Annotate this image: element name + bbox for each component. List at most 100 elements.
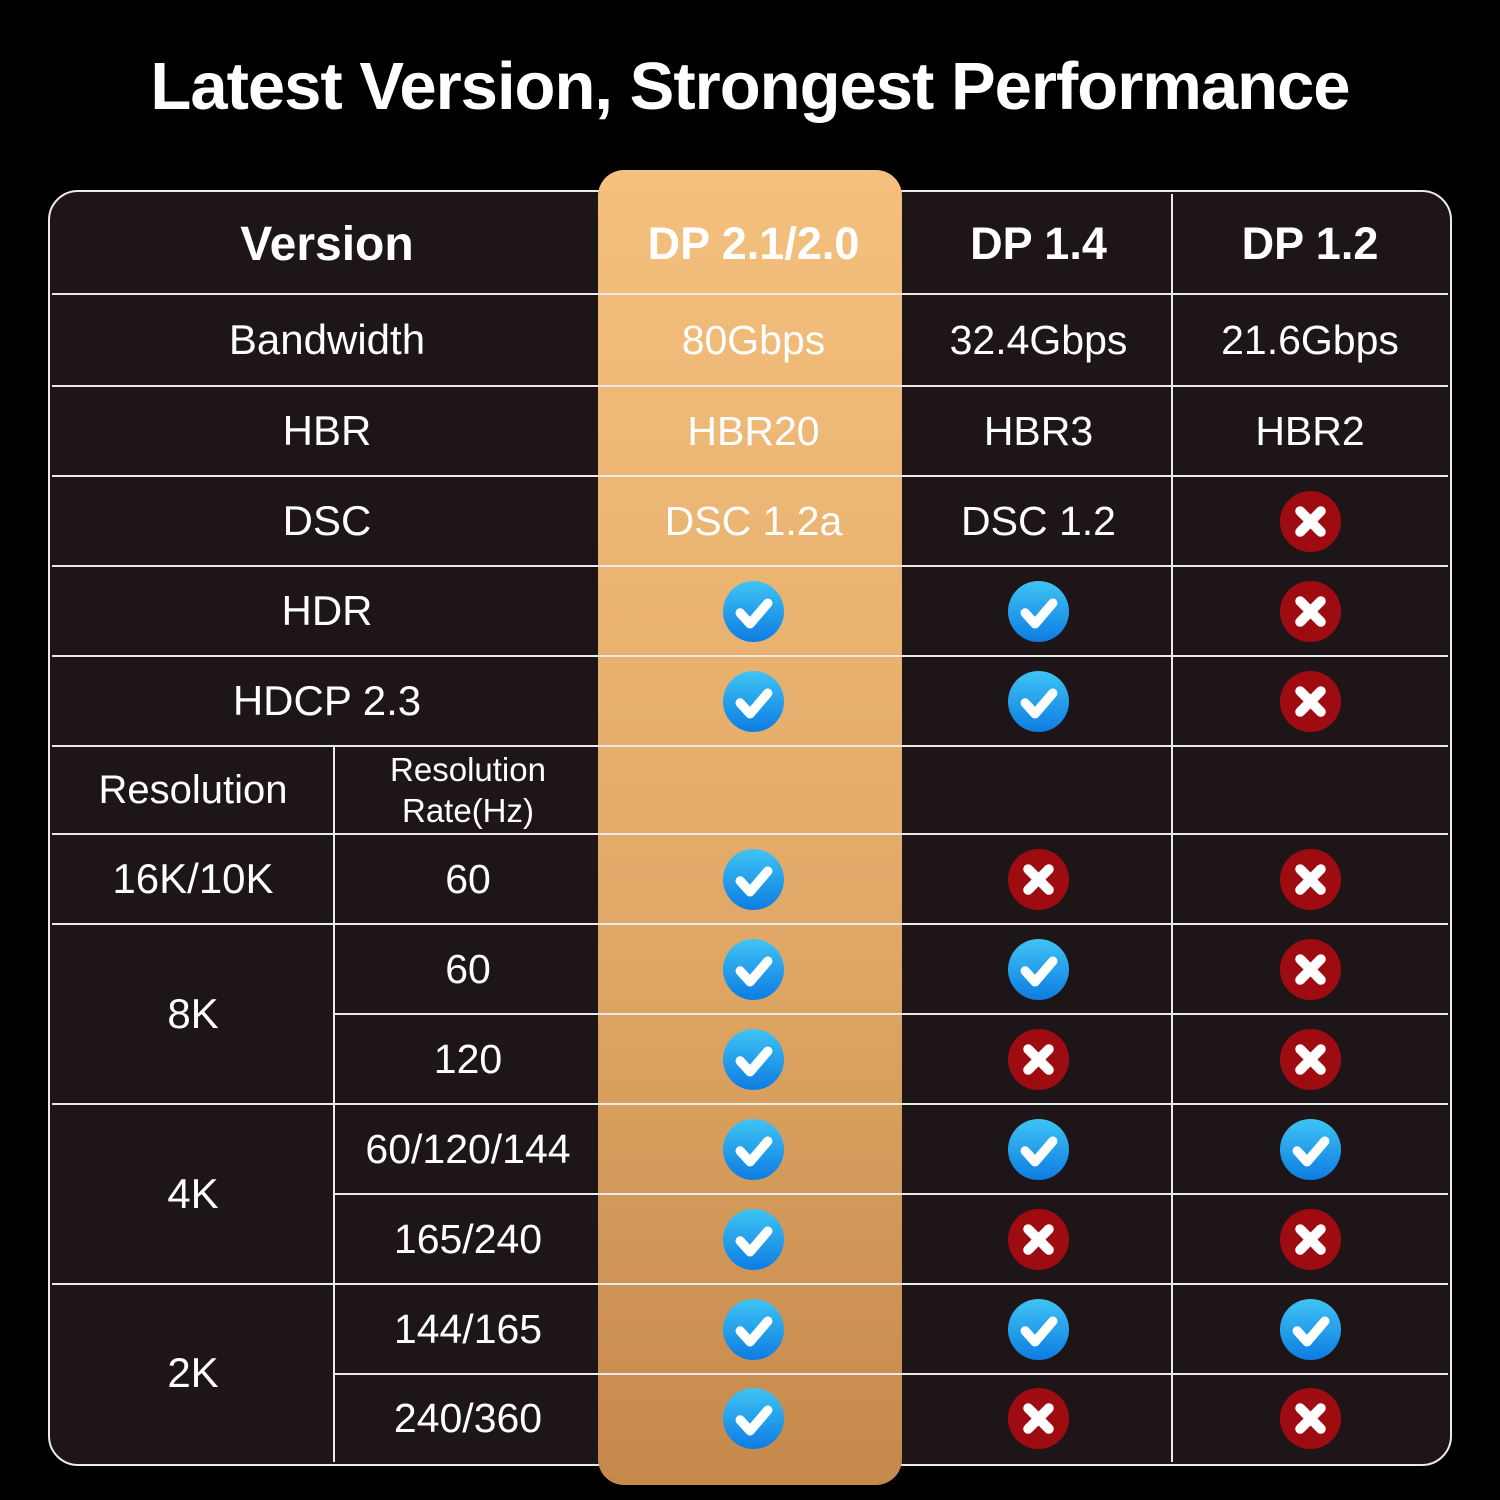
spec-row-label: HBR bbox=[52, 386, 602, 476]
resolution-value-cell bbox=[602, 1104, 905, 1194]
grid-line bbox=[52, 833, 1448, 835]
resolution-rate-text: 165/240 bbox=[393, 1215, 543, 1262]
spec-value-cell: 80Gbps bbox=[602, 294, 905, 386]
resolution-value-cell bbox=[1172, 834, 1448, 924]
cross-icon bbox=[1007, 848, 1070, 910]
resolution-value-cell bbox=[905, 834, 1172, 924]
check-icon bbox=[1279, 1298, 1341, 1360]
resolution-group-cell: 4K bbox=[52, 1104, 334, 1284]
check-icon bbox=[1007, 938, 1070, 1000]
column-header-cell-dp-1-4: DP 1.4 bbox=[905, 194, 1172, 294]
resolution-value-cell bbox=[602, 1284, 905, 1374]
resolution-rate-cell: 60/120/144 bbox=[334, 1104, 602, 1194]
column-header-label: DP 2.1/2.0 bbox=[647, 218, 860, 269]
cross-icon bbox=[1279, 580, 1341, 642]
column-header-label: DP 1.4 bbox=[970, 218, 1107, 269]
cross-icon bbox=[1007, 1387, 1070, 1449]
spec-value-cell: HBR20 bbox=[602, 386, 905, 476]
resolution-value-cell bbox=[602, 1374, 905, 1462]
resolution-value-cell bbox=[905, 1284, 1172, 1374]
resolution-group-cell: 2K bbox=[52, 1284, 334, 1462]
resolution-rate-cell: 240/360 bbox=[334, 1374, 602, 1462]
cross-icon bbox=[1279, 1208, 1341, 1270]
check-icon bbox=[1007, 1298, 1070, 1360]
cross-icon bbox=[1279, 670, 1341, 732]
grid-line bbox=[52, 475, 1448, 477]
resolution-value-cell bbox=[1172, 1014, 1448, 1104]
check-icon bbox=[722, 670, 785, 732]
spec-row-label: HDR bbox=[52, 566, 602, 656]
resolution-rate-cell: 144/165 bbox=[334, 1284, 602, 1374]
grid-line bbox=[334, 1193, 1448, 1195]
spec-value-cell bbox=[1172, 656, 1448, 746]
spec-row-label-text: HDR bbox=[281, 587, 373, 634]
resolution-group-label: 16K/10K bbox=[112, 855, 274, 902]
version-header-cell: Version bbox=[52, 194, 602, 294]
spec-row-label-text: DSC bbox=[282, 497, 372, 544]
spec-value-cell-text: DSC 1.2 bbox=[961, 497, 1116, 544]
cross-icon bbox=[1279, 938, 1341, 1000]
spec-value-cell bbox=[905, 566, 1172, 656]
spec-value-cell: 21.6Gbps bbox=[1172, 294, 1448, 386]
resolution-rate-cell: 60 bbox=[334, 834, 602, 924]
resolution-rate-text: 60/120/144 bbox=[365, 1125, 571, 1172]
page-title: Latest Version, Strongest Performance bbox=[150, 49, 1350, 124]
resolution-header-label: Resolution bbox=[98, 767, 288, 812]
resolution-value-cell bbox=[602, 924, 905, 1014]
comparison-table: Version DP 2.1/2.0 DP 1.4 DP 1.2 Bandwidth 80… bbox=[48, 190, 1452, 1466]
check-icon bbox=[722, 848, 785, 910]
spec-row-label: HDCP 2.3 bbox=[52, 656, 602, 746]
spec-value-cell-text: HBR3 bbox=[983, 407, 1094, 454]
cross-icon bbox=[1007, 1028, 1070, 1090]
grid-line bbox=[334, 1013, 1448, 1015]
resolution-rate-header-label: Resolution Rate(Hz) bbox=[390, 750, 546, 829]
spec-value-cell-text: 32.4Gbps bbox=[949, 316, 1128, 363]
cross-icon bbox=[1279, 1028, 1341, 1090]
grid-line bbox=[52, 293, 1448, 295]
spec-value-cell: 32.4Gbps bbox=[905, 294, 1172, 386]
spec-value-cell bbox=[1172, 566, 1448, 656]
resolution-rate-text: 60 bbox=[445, 945, 491, 992]
grid-line bbox=[334, 1373, 1448, 1375]
spec-value-cell: HBR3 bbox=[905, 386, 1172, 476]
resolution-group-label: 4K bbox=[167, 1170, 219, 1217]
spec-value-cell bbox=[1172, 476, 1448, 566]
check-icon bbox=[722, 1298, 785, 1360]
resolution-value-cell bbox=[1172, 924, 1448, 1014]
resolution-header-cell: Resolution bbox=[52, 746, 334, 834]
table-grid: Version DP 2.1/2.0 DP 1.4 DP 1.2 Bandwidth 80… bbox=[52, 194, 1448, 1462]
check-icon bbox=[722, 938, 785, 1000]
resolution-rate-cell: 165/240 bbox=[334, 1194, 602, 1284]
resolution-rate-cell: 120 bbox=[334, 1014, 602, 1104]
resolution-group-cell: 8K bbox=[52, 924, 334, 1104]
resolution-rate-header-cell: Resolution Rate(Hz) bbox=[334, 746, 602, 834]
cross-icon bbox=[1279, 1387, 1341, 1449]
cross-icon bbox=[1279, 490, 1341, 552]
resolution-value-cell bbox=[905, 924, 1172, 1014]
resolution-value-cell bbox=[905, 1374, 1172, 1462]
spec-value-cell-text: 21.6Gbps bbox=[1221, 316, 1399, 363]
grid-lines-layer bbox=[52, 194, 1448, 1462]
grid-line bbox=[1171, 194, 1173, 1462]
resolution-value-cell bbox=[1172, 1194, 1448, 1284]
resolution-rate-text: 240/360 bbox=[393, 1394, 543, 1441]
column-header-cell-dp-1-2: DP 1.2 bbox=[1172, 194, 1448, 294]
spec-row-label-text: Bandwidth bbox=[228, 316, 426, 363]
resolution-value-cell bbox=[602, 1014, 905, 1104]
check-icon bbox=[1279, 1118, 1341, 1180]
resolution-value-cell bbox=[1172, 1104, 1448, 1194]
resolution-value-cell bbox=[602, 1194, 905, 1284]
grid-line bbox=[52, 385, 1448, 387]
grid-line bbox=[333, 746, 335, 1462]
resolution-rate-text: 120 bbox=[433, 1035, 503, 1082]
spec-value-cell-text: HBR2 bbox=[1255, 407, 1365, 454]
check-icon bbox=[722, 1028, 785, 1090]
version-header-label: Version bbox=[240, 217, 414, 271]
resolution-value-cell bbox=[602, 834, 905, 924]
resolution-rate-text: 144/165 bbox=[393, 1305, 543, 1352]
resolution-value-cell bbox=[905, 1194, 1172, 1284]
resolution-rate-cell: 60 bbox=[334, 924, 602, 1014]
resolution-value-cell bbox=[905, 1104, 1172, 1194]
check-icon bbox=[1007, 1118, 1070, 1180]
spec-value-cell: HBR2 bbox=[1172, 386, 1448, 476]
